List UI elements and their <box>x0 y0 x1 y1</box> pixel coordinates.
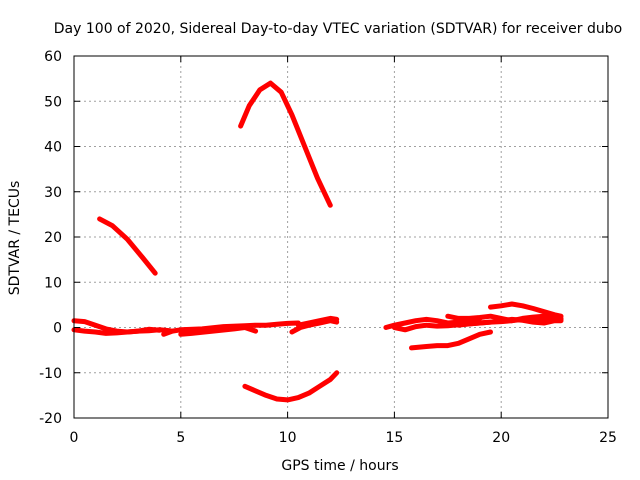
y-tick-label: 10 <box>44 275 62 291</box>
series-line-2 <box>71 327 173 336</box>
y-tick-label: 0 <box>53 321 62 337</box>
axis-ticks: 0 5 10 15 20 25 -20 -10 0 10 20 30 40 50 60 <box>39 49 617 446</box>
y-tick-label: -10 <box>39 366 62 382</box>
y-axis-label: SDTVAR / TECUs <box>7 181 23 296</box>
series-line-13 <box>409 329 493 351</box>
series-line-8 <box>295 315 340 328</box>
series-line-15 <box>456 316 564 328</box>
x-tick-label: 15 <box>385 430 403 446</box>
x-tick-label: 20 <box>492 430 510 446</box>
x-tick-label: 0 <box>70 430 79 446</box>
series-line-5 <box>178 325 259 337</box>
y-tick-label: 40 <box>44 140 62 156</box>
y-tick-label: 50 <box>44 94 62 110</box>
series-line-6 <box>238 80 333 208</box>
series-group <box>71 80 564 403</box>
y-tick-label: 60 <box>44 49 62 65</box>
x-tick-label: 25 <box>599 430 617 446</box>
chart-title: Day 100 of 2020, Sidereal Day-to-day VTE… <box>54 21 622 37</box>
x-tick-label: 5 <box>176 430 185 446</box>
y-tick-label: 20 <box>44 230 62 246</box>
series-line-10 <box>383 315 483 330</box>
grid <box>74 56 608 418</box>
series-line-3 <box>97 216 158 276</box>
y-tick-label: -20 <box>39 411 62 427</box>
x-tick-label: 10 <box>279 430 297 446</box>
series-line-14 <box>488 301 564 319</box>
x-axis-label: GPS time / hours <box>281 458 398 474</box>
y-tick-label: 30 <box>44 185 62 201</box>
series-line-9 <box>242 370 340 403</box>
